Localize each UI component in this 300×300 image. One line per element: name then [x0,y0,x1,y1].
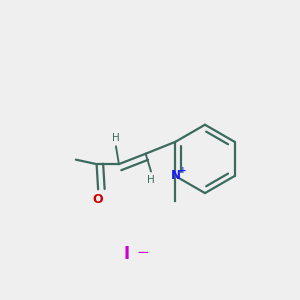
Text: N: N [171,169,181,182]
Text: +: + [179,166,187,175]
Text: H: H [147,175,155,185]
Text: O: O [93,193,104,206]
Text: I: I [123,245,129,263]
Text: H: H [112,133,120,143]
Text: −: − [136,245,149,260]
